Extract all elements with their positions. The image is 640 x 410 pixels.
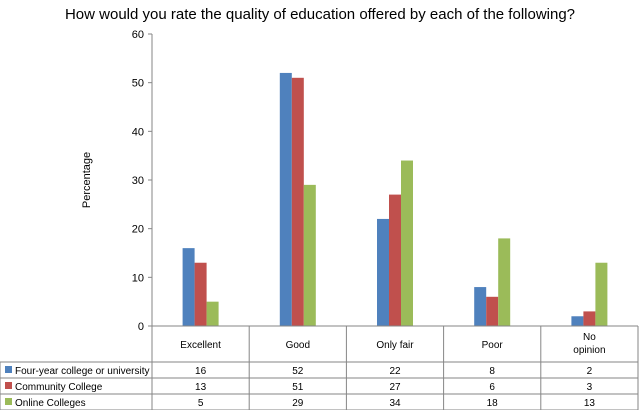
legend-swatch bbox=[5, 398, 12, 405]
y-tick-label: 30 bbox=[132, 175, 144, 187]
table-value: 13 bbox=[195, 382, 207, 393]
series-name: Online Colleges bbox=[15, 398, 86, 409]
bar bbox=[194, 262, 207, 326]
table-value: 2 bbox=[587, 366, 593, 377]
y-tick-label: 20 bbox=[132, 224, 144, 236]
bar bbox=[303, 184, 316, 326]
table-value: 3 bbox=[587, 382, 593, 393]
bar bbox=[182, 248, 195, 326]
category-label: Good bbox=[286, 340, 310, 351]
bar bbox=[583, 311, 596, 326]
bar bbox=[571, 316, 584, 326]
table-value: 34 bbox=[389, 398, 401, 409]
category-label: No opinion bbox=[573, 332, 605, 356]
category-label-line: Only fair bbox=[376, 340, 414, 351]
chart-title: How would you rate the quality of educat… bbox=[64, 6, 576, 23]
series-name: Four-year college or university bbox=[15, 366, 150, 377]
y-axis-title: Percentage bbox=[81, 152, 93, 208]
table-value: 52 bbox=[292, 366, 304, 377]
table-value: 6 bbox=[489, 382, 495, 393]
table-value: 29 bbox=[292, 398, 304, 409]
bar bbox=[595, 262, 608, 326]
series-name: Community College bbox=[15, 382, 103, 393]
bar bbox=[377, 218, 389, 326]
table-value: 27 bbox=[389, 382, 401, 393]
category-label-line: opinion bbox=[573, 345, 605, 356]
bar bbox=[279, 72, 292, 326]
bar bbox=[474, 287, 487, 326]
bar bbox=[401, 160, 413, 326]
category-label-line: Excellent bbox=[180, 340, 221, 351]
table-value: 16 bbox=[195, 366, 207, 377]
table-value: 8 bbox=[489, 366, 495, 377]
category-label-line: No bbox=[583, 332, 596, 343]
bar bbox=[291, 77, 304, 326]
table-value: 13 bbox=[584, 398, 596, 409]
bar bbox=[389, 194, 401, 326]
table-value: 18 bbox=[487, 398, 499, 409]
bar bbox=[486, 296, 499, 326]
y-tick-label: 60 bbox=[132, 29, 144, 41]
y-tick-label: 10 bbox=[132, 272, 144, 284]
table-value: 5 bbox=[198, 398, 204, 409]
category-label-line: Good bbox=[286, 340, 310, 351]
category-label: Excellent bbox=[180, 340, 221, 351]
table-value: 22 bbox=[389, 366, 401, 377]
y-tick-label: 40 bbox=[132, 126, 144, 138]
category-label: Only fair bbox=[376, 340, 414, 351]
y-tick-label: 0 bbox=[138, 321, 144, 333]
table-value: 51 bbox=[292, 382, 304, 393]
category-label-line: Poor bbox=[482, 340, 504, 351]
legend-swatch bbox=[5, 382, 12, 389]
legend-swatch bbox=[5, 366, 12, 373]
category-label: Poor bbox=[482, 340, 504, 351]
y-tick-label: 50 bbox=[132, 78, 144, 90]
bar bbox=[206, 301, 219, 326]
bar bbox=[498, 238, 511, 326]
